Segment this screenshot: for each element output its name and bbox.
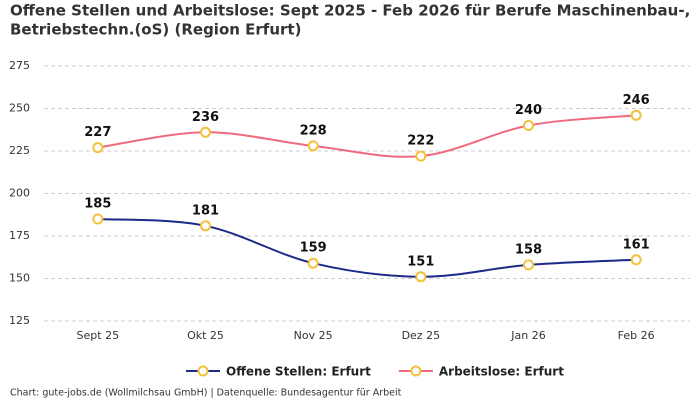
value-label: 240 [515,103,542,118]
y-tick-label: 275 [9,59,30,72]
marker [307,140,319,152]
marker [630,254,642,266]
marker [630,109,642,121]
value-label: 222 [407,134,434,149]
y-tick-label: 200 [9,187,30,200]
legend-marker [410,365,422,377]
value-label: 158 [515,242,542,257]
y-tick-label: 250 [9,102,30,115]
value-label: 227 [84,125,111,140]
value-label: 236 [192,110,219,125]
marker [307,257,319,269]
marker [523,120,534,131]
marker [92,142,104,154]
marker [200,126,211,138]
value-label: 246 [623,93,650,108]
x-tick-label: Dez 25 [402,329,441,342]
marker [523,259,534,271]
value-label: 161 [623,237,650,252]
y-tick-label: 150 [9,272,30,285]
x-tick-label: Nov 25 [294,329,333,342]
value-label: 228 [300,123,327,138]
legend-label: Offene Stellen: Erfurt [226,365,371,379]
legend-label: Arbeitslose: Erfurt [439,365,564,379]
value-label: 159 [300,241,327,256]
marker [200,220,211,232]
y-tick-label: 225 [9,144,30,157]
legend-marker [197,365,209,377]
chart-title: Betriebstechn.(oS) (Region Erfurt) [10,21,301,39]
y-tick-label: 125 [9,314,30,327]
series-line [97,114,637,158]
x-tick-label: Okt 25 [187,329,224,342]
marker [92,213,104,225]
x-tick-label: Sept 25 [77,329,120,342]
marker [415,150,427,162]
value-label: 181 [192,203,219,218]
marker [415,271,427,283]
value-label: 185 [84,197,111,212]
x-tick-label: Feb 26 [618,329,655,342]
caption: Chart: gute-jobs.de (Wollmilchsau GmbH) … [10,388,402,399]
x-tick-label: Jan 26 [510,329,545,342]
legend: Offene Stellen: Erfurt Arbeitslose: Erfur… [186,365,564,379]
chart-title: Offene Stellen und Arbeitslose: Sept 202… [10,2,690,20]
y-tick-label: 175 [9,229,30,242]
value-label: 151 [407,254,434,269]
series-line [97,218,637,278]
